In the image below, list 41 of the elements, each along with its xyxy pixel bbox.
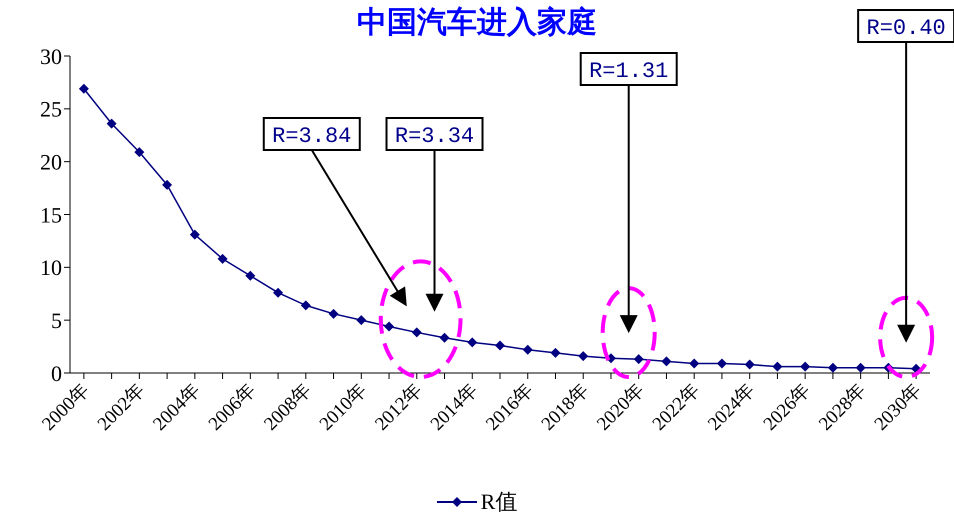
point	[440, 332, 450, 343]
point	[218, 254, 228, 264]
point	[106, 118, 117, 129]
y-tick-label: 20	[40, 149, 62, 174]
point	[162, 180, 172, 190]
y-tick-label: 30	[40, 44, 62, 69]
point	[522, 344, 533, 355]
point	[744, 360, 755, 370]
legend-label: R值	[480, 488, 518, 516]
point	[800, 362, 810, 372]
point	[78, 84, 89, 94]
y-tick-label: 10	[40, 255, 62, 280]
point	[689, 358, 700, 368]
chart-title: 中国汽车进入家庭	[357, 5, 597, 40]
point	[550, 348, 560, 358]
y-tick-label: 5	[51, 308, 62, 333]
annotation: R=1.31	[589, 59, 668, 84]
point	[273, 288, 284, 298]
point	[300, 300, 311, 310]
point	[190, 230, 200, 240]
point	[467, 337, 478, 348]
point	[856, 362, 866, 373]
point	[828, 362, 838, 373]
point	[356, 315, 366, 326]
text: R=0.40	[866, 16, 946, 41]
y-tick-label: 0	[51, 360, 62, 386]
point	[578, 351, 588, 362]
point	[412, 327, 422, 338]
point	[634, 354, 644, 364]
point	[384, 322, 394, 332]
point	[661, 356, 672, 366]
y-tick-label: 25	[40, 96, 62, 122]
point	[245, 270, 256, 281]
y-tick-label: 15	[40, 202, 62, 228]
point	[716, 358, 727, 368]
annotation: R=3.84	[272, 124, 352, 149]
point	[328, 308, 339, 319]
point	[772, 362, 782, 372]
point	[495, 340, 505, 351]
annotation: R=3.34	[394, 124, 474, 149]
point	[134, 147, 144, 158]
